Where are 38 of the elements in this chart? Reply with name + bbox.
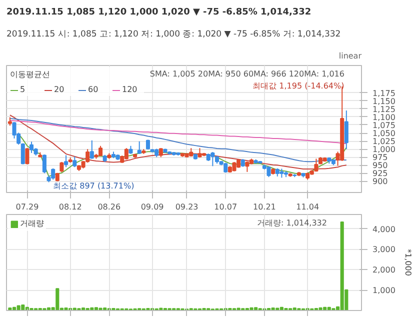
legend-label: 120 [122, 85, 138, 94]
chart-title: 2019.11.15 1,085 1,120 1,000 1,020 ▼ -75 -6.85% 1,014,332 [6, 8, 312, 18]
legend-title: 이동평균선 [10, 69, 51, 80]
x-tick-label: 09.09 [140, 202, 164, 212]
y-tick-label: 1,000 [372, 145, 396, 154]
text: linear [338, 52, 362, 60]
legend-label: 5 [20, 85, 26, 94]
x-tick-label: 10.07 [214, 202, 238, 212]
y-tick-label: 925 [372, 169, 388, 178]
y-tick-label: 950 [372, 161, 388, 170]
y-tick-label: 1,075 [372, 120, 396, 130]
x-tick-label: 09.23 [175, 202, 198, 212]
x-tick-label: 08.12 [58, 202, 82, 212]
annotation: 최소값 897 (13.71%) [53, 182, 134, 190]
x-tick-label: 11.04 [296, 202, 320, 212]
y-tick-label: 1,125 [372, 104, 396, 114]
x-tick-label: 07.29 [16, 202, 39, 212]
y-tick-label: 4,000 [372, 224, 396, 234]
y-tick-label: 1,000 [372, 286, 396, 296]
y-tick-label: 2,000 [372, 266, 396, 275]
y-tick-label: 1,050 [372, 129, 396, 138]
chart-subtitle: 2019.11.15 시: 1,085 고: 1,120 저: 1,000 종: 1,020 ▼ -75 -6.85% 거: 1,014,332 [6, 30, 341, 40]
y-tick-label: 1,025 [372, 137, 396, 146]
y-tick-label: 3,000 [372, 245, 396, 254]
legend-label: 60 [88, 85, 100, 94]
y-tick-label: 1,175 [372, 88, 396, 98]
annotation: SMA: 1,005 20MA: 950 60MA: 966 120MA: 1,016 [150, 70, 344, 78]
y-tick-label: 1,100 [372, 112, 396, 122]
x-tick-label: 10.21 [252, 202, 276, 212]
legend-label: 거래량 [20, 218, 44, 229]
annotation: 거래량: 1,014,332 [257, 218, 327, 228]
y-axis-title: *1,000 [403, 249, 412, 276]
y-tick-label: 975 [372, 153, 388, 162]
annotation: 최대값 1,195 (-14.64%) [252, 82, 344, 90]
y-tick-label: 1,150 [372, 96, 396, 106]
y-tick-label: 900 [372, 177, 388, 186]
x-tick-label: 08.26 [98, 202, 121, 212]
legend-label: 20 [54, 85, 66, 94]
